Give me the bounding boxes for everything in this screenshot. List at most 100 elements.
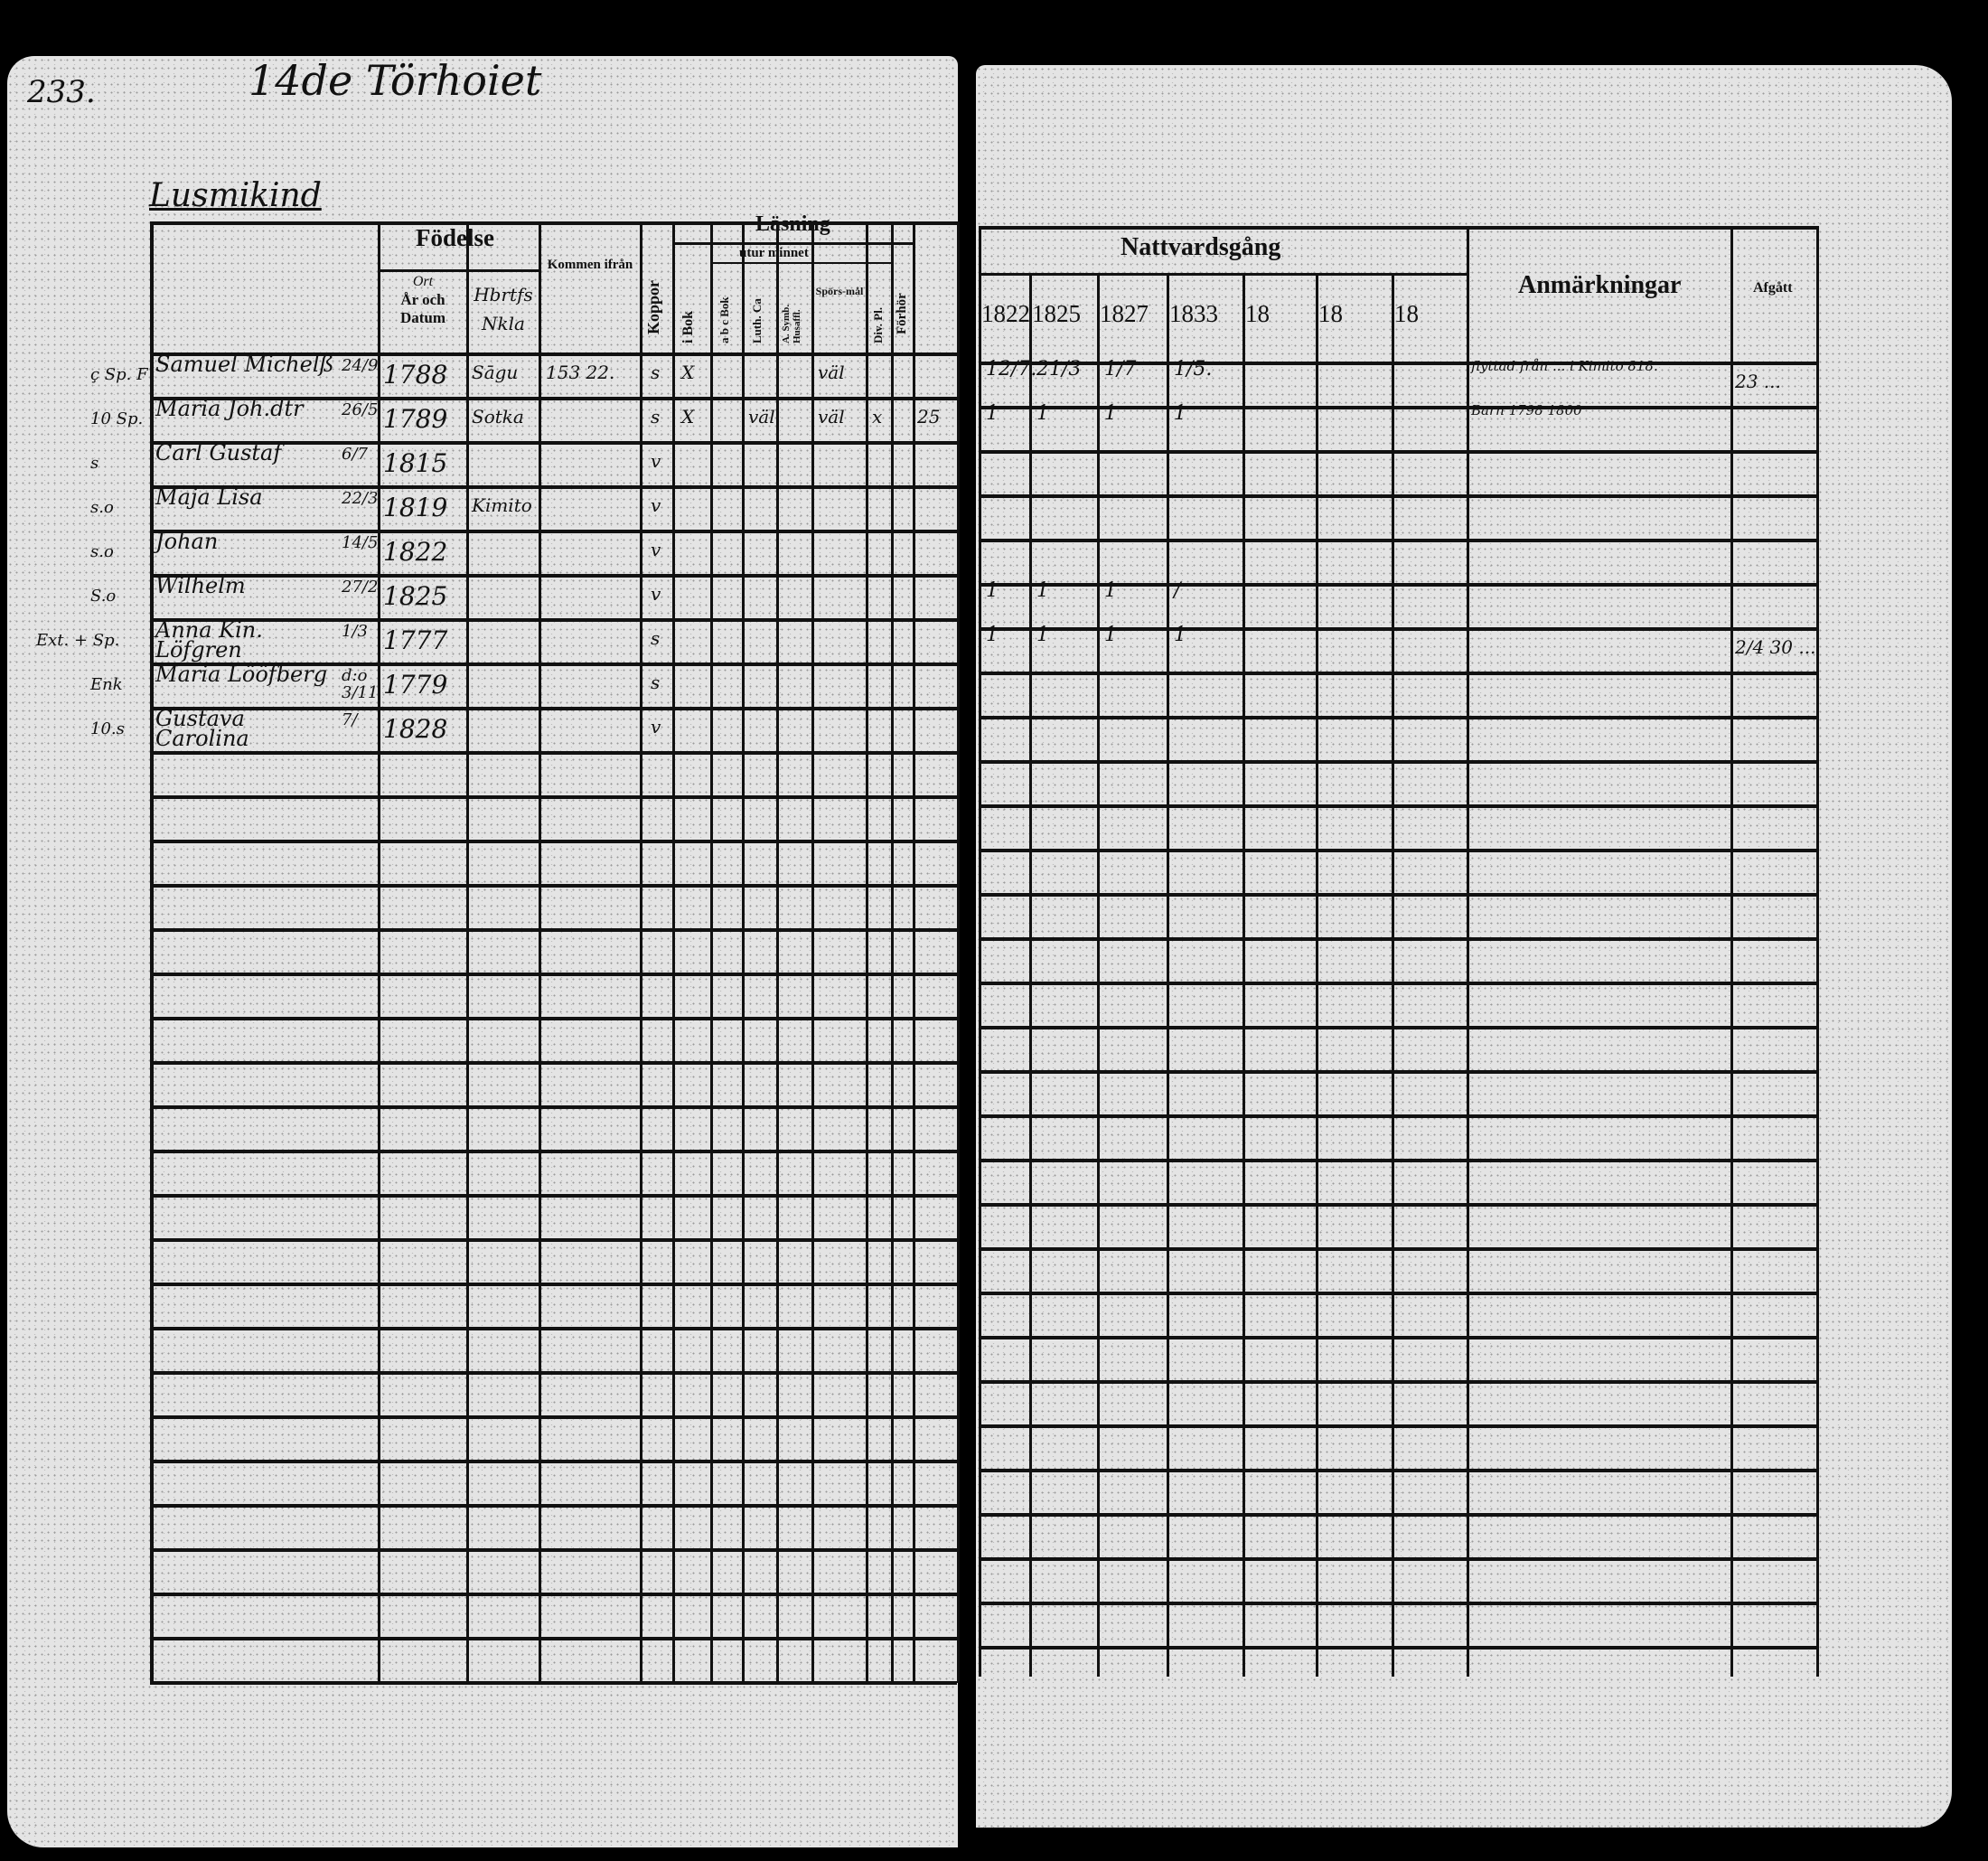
year-header-1: 1822: [981, 300, 1030, 327]
row-prefix: ç Sp. F: [90, 365, 148, 384]
row-line: [979, 1247, 1816, 1251]
column-line: [1467, 226, 1469, 1677]
header-nattvardsgang: Nattvardsgång: [1121, 233, 1281, 261]
column-line: [539, 221, 541, 1683]
column-line: [1316, 273, 1318, 1677]
communion-mark: 1: [1036, 579, 1049, 602]
row-line: [979, 893, 1816, 897]
row-prefix: S.o: [90, 587, 117, 606]
row-line: [150, 1371, 957, 1375]
row-line: [150, 1194, 957, 1198]
communion-mark: 1: [1036, 402, 1049, 425]
birth-year: 1788: [383, 360, 448, 390]
birth-year: 1828: [383, 714, 448, 744]
header-ort: Ort: [412, 274, 434, 289]
birth-date: 22/3: [342, 489, 379, 508]
column-line: [1242, 273, 1245, 1677]
column-line: [1730, 226, 1733, 1677]
row-line: [979, 760, 1816, 764]
row-prefix: s.o: [90, 498, 114, 517]
row-line: [979, 362, 1816, 365]
communion-mark: 1/5.: [1174, 358, 1213, 381]
row-line: [979, 937, 1816, 941]
header-utur-minnet: utur minnet: [739, 246, 809, 260]
row-line: [979, 1159, 1816, 1162]
year-header-4: 1833: [1169, 300, 1218, 327]
table-top-line: [979, 226, 1816, 230]
row-line: [979, 583, 1816, 587]
header-forhor: Förhör: [895, 293, 909, 334]
in-book-mark: X: [681, 362, 695, 383]
birth-date: 24/9: [342, 356, 379, 375]
row-line: [150, 530, 957, 533]
header-socken-handwritten: Hbrtfs Nkla: [474, 284, 533, 334]
nattvard-divider: [979, 273, 1467, 276]
row-line: [150, 663, 957, 666]
row-line: [150, 574, 957, 578]
table-top-line: [150, 221, 957, 225]
questions-mark: väl: [818, 406, 845, 428]
communion-mark: 12/7.: [986, 358, 1037, 381]
row-line: [150, 352, 957, 356]
row-line: [150, 1150, 957, 1153]
row-line: [150, 618, 957, 622]
departed-text: 2/4 30 ...: [1735, 636, 1816, 658]
year-header-6: 18: [1318, 300, 1343, 327]
header-kommen-ifran: Kommen ifrån: [547, 258, 633, 272]
row-line: [150, 840, 957, 843]
smallpox-mark: s: [651, 627, 661, 649]
birth-date: 14/5: [342, 533, 379, 552]
row-prefix: s: [90, 454, 99, 473]
column-line: [640, 221, 642, 1683]
row-line: [150, 485, 957, 489]
row-line: [979, 716, 1816, 719]
row-line: [150, 397, 957, 400]
lasning-divider: [672, 242, 913, 245]
communion-mark: 1: [1036, 624, 1049, 646]
birth-parish: Kimito: [472, 494, 532, 516]
row-line: [979, 1424, 1816, 1428]
row-line: [979, 539, 1816, 542]
departed-text: 23 ...: [1735, 371, 1781, 392]
header-a-symb: A. Symb. Husaffl.: [781, 304, 802, 343]
column-line: [1097, 273, 1100, 1677]
row-line: [979, 672, 1816, 675]
row-line: [979, 1602, 1816, 1605]
communion-mark: 1: [986, 579, 999, 602]
row-line: [150, 1327, 957, 1330]
person-name: Wilhelm: [155, 573, 246, 598]
header-abc-bok: a b c Bok: [717, 296, 731, 343]
column-line: [891, 221, 894, 1683]
header-i-bok: i Bok: [680, 310, 696, 343]
column-line: [378, 221, 380, 1683]
communion-mark: 1: [1104, 624, 1117, 646]
row-line: [150, 1061, 957, 1065]
right-page: [976, 65, 1952, 1828]
smallpox-mark: v: [651, 450, 661, 472]
column-line: [1816, 226, 1819, 1677]
birth-date: 6/7: [342, 445, 368, 464]
row-line: [150, 973, 957, 976]
year-header-5: 18: [1245, 300, 1270, 327]
column-line: [466, 221, 469, 1683]
div-mark: x: [872, 406, 883, 428]
row-line: [150, 884, 957, 888]
row-line: [979, 1203, 1816, 1207]
row-line: [150, 707, 957, 710]
farm-title: 14de Törhoiet: [248, 56, 542, 105]
communion-mark: 1/7: [1104, 358, 1137, 381]
household-label: Lusmikind: [149, 177, 322, 214]
row-line: [979, 406, 1816, 409]
communion-mark: 21/3: [1036, 358, 1082, 381]
communion-mark: 1: [1174, 624, 1186, 646]
row-line: [979, 1070, 1816, 1074]
column-line: [1167, 273, 1169, 1677]
person-name: Samuel Michelß: [155, 352, 334, 377]
year-header-2: 1825: [1032, 300, 1081, 327]
row-line: [979, 1557, 1816, 1561]
row-line: [150, 1105, 957, 1109]
remark-text: flyttad från ... i Kimito 818.: [1471, 358, 1658, 374]
row-line: [979, 1114, 1816, 1118]
row-line: [979, 804, 1816, 808]
column-line: [979, 226, 981, 1677]
